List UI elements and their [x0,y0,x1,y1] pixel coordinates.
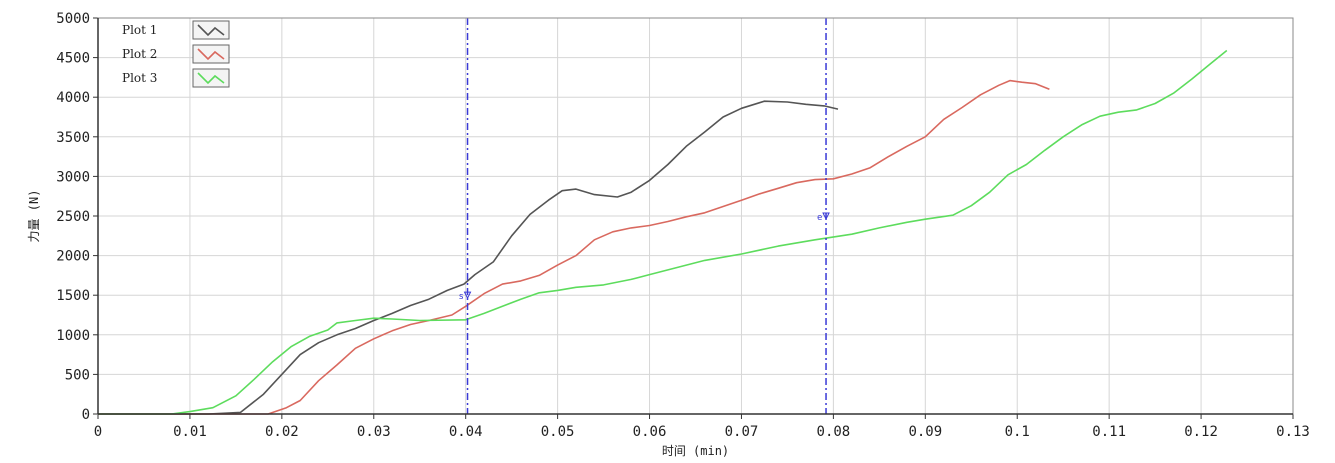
x-tick-label: 0.13 [1276,424,1310,440]
legend-swatch-plot-1[interactable] [192,20,230,40]
series-line-plot-2 [98,79,1050,415]
legend[interactable]: Plot 1 Plot 2 Plot 3 [122,20,230,88]
x-axis-title: 时间 (min) [662,444,729,458]
cursor-e-label: e [817,213,822,223]
y-tick-label: 1000 [56,328,90,344]
x-tick-label: 0.11 [1092,424,1126,440]
x-tick-label: 0.1 [1005,424,1030,440]
y-tick-label: 5000 [56,11,90,27]
cursor-e-triangle-icon [822,212,830,221]
x-tick-label: 0.12 [1184,424,1218,440]
x-tick-label: 0.08 [817,424,851,440]
x-tick-label: 0.04 [449,424,483,440]
legend-swatch-plot-2[interactable] [192,44,230,64]
x-tick-label: 0.01 [173,424,207,440]
cursor-s-triangle-icon [463,291,472,300]
legend-label-plot-1: Plot 1 [122,23,157,37]
y-axis-title: 力量 (N) [27,190,41,243]
y-tick-label: 2500 [56,209,90,225]
x-tick-label: 0 [94,424,102,440]
y-tick-label: 4000 [56,90,90,106]
legend-label-plot-3: Plot 3 [122,71,157,85]
x-tick-label: 0.07 [725,424,759,440]
y-tick-label: 4500 [56,51,90,67]
y-tick-label: 3500 [56,130,90,146]
y-tick-label: 1500 [56,288,90,304]
series-line-plot-1 [98,100,839,415]
series-lines [98,49,1228,415]
cursor-s-label: s [459,292,464,302]
cursor-markers[interactable]: se [459,18,830,414]
legend-swatch-plot-3[interactable] [192,68,230,88]
y-tick-label: 3000 [56,169,90,185]
y-tick-label: 500 [65,367,90,383]
x-tick-label: 0.03 [357,424,391,440]
x-tick-label: 0.05 [541,424,575,440]
y-tick-label: 0 [82,407,90,423]
x-tick-label: 0.06 [633,424,667,440]
y-tick-label: 2000 [56,249,90,265]
legend-line-plot-3 [197,72,225,85]
series-line-plot-3 [98,49,1228,415]
x-tick-label: 0.09 [908,424,942,440]
x-tick-label: 0.02 [265,424,299,440]
legend-line-plot-1 [197,24,225,37]
axes: 0 0.01 0.02 0.03 0.04 0.05 0.06 0.07 0.08 0.09 0.1… [56,11,1310,440]
legend-label-plot-2: Plot 2 [122,47,157,61]
legend-line-plot-2 [197,48,225,61]
